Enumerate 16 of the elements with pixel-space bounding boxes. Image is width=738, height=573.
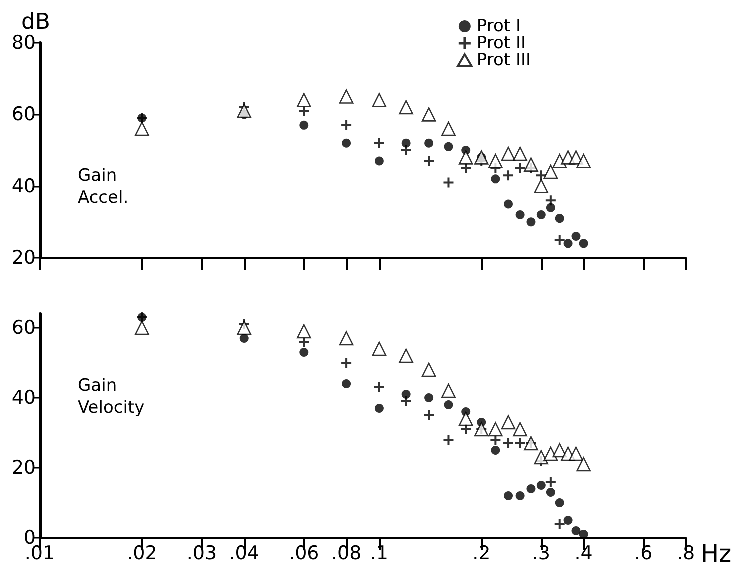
- annotation: Gain Velocity: [78, 376, 145, 418]
- x-tick-label: .4: [574, 542, 593, 564]
- y-tick-label: 40: [12, 387, 36, 409]
- annotation: Gain Accel.: [78, 166, 129, 208]
- legend-label: Prot II: [476, 34, 526, 54]
- y-tick-label: 20: [12, 247, 36, 269]
- y-tick-label: 40: [12, 175, 36, 198]
- x-tick-label: .06: [289, 542, 320, 564]
- x-tick-label: .04: [229, 542, 260, 564]
- y-tick-label: 60: [12, 317, 36, 339]
- y-tick-label: 20: [12, 457, 36, 479]
- y-tick-label: 60: [12, 104, 36, 126]
- legend-label: Prot I: [476, 16, 521, 36]
- x-tick-label: .08: [331, 542, 362, 564]
- x-axis-title: Hz: [700, 540, 732, 568]
- legend-label: Prot III: [476, 50, 532, 70]
